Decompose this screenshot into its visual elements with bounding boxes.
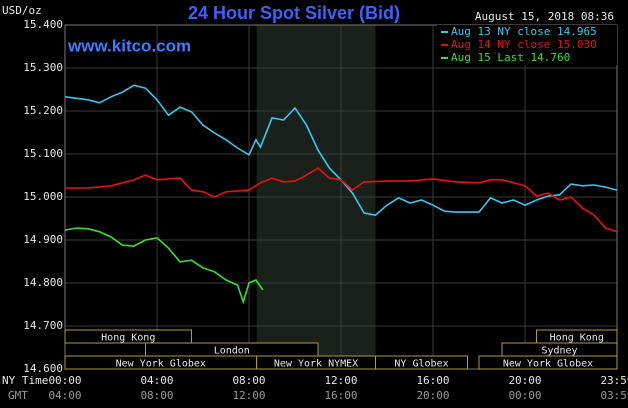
x-tick-label: 16:00 — [416, 374, 449, 387]
x2-tick-label: 12:00 — [232, 389, 265, 402]
legend-box — [437, 25, 617, 65]
session-label: Hong Kong — [550, 333, 604, 344]
watermark: www.kitco.com — [67, 36, 191, 55]
x-tick-label: 20:00 — [508, 374, 541, 387]
y-tick-label: 15.300 — [23, 61, 63, 74]
x2-tick-label: 16:00 — [324, 389, 357, 402]
session-box — [478, 355, 618, 370]
legend-label: Aug 14 NY close 15.030 — [451, 38, 597, 51]
y-tick-label: 14.600 — [23, 362, 63, 375]
x-tick-label: 00:00 — [48, 374, 81, 387]
x-tick-label: 04:00 — [140, 374, 173, 387]
session-label: Hong Kong — [101, 333, 155, 344]
session-label: NY Globex — [394, 359, 448, 370]
x2-tick-label: 00:00 — [508, 389, 541, 402]
session-label: London — [214, 346, 250, 357]
x2-tick-label: 08:00 — [140, 389, 173, 402]
x-tick-label: 12:00 — [324, 374, 357, 387]
y-tick-label: 14.800 — [23, 276, 63, 289]
x-label: NY Time — [2, 374, 48, 387]
x2-tick-label: 04:00 — [48, 389, 81, 402]
x-tick-label: 23:59 — [600, 374, 628, 387]
session-label: New York NYMEX — [274, 359, 358, 370]
y-tick-label: 15.000 — [23, 190, 63, 203]
legend-label: Aug 13 NY close 14.965 — [451, 25, 597, 38]
y-tick-label: 14.900 — [23, 233, 63, 246]
series-line — [64, 227, 264, 305]
x-tick-label: 08:00 — [232, 374, 265, 387]
y-tick-label: 15.100 — [23, 147, 63, 160]
session-box — [64, 329, 192, 344]
chart-title: 24 Hour Spot Silver (Bid) — [188, 3, 400, 23]
y-unit: USD/oz — [2, 4, 42, 17]
session-label: Sydney — [541, 346, 577, 357]
x2-label: GMT — [8, 389, 28, 402]
x2-tick-label: 20:00 — [416, 389, 449, 402]
x2-tick-label: 03:59 — [600, 389, 628, 402]
timestamp: August 15, 2018 08:36 — [475, 10, 614, 23]
session-label: New York Globex — [116, 359, 206, 370]
legend-label: Aug 15 Last 14.760 — [451, 51, 570, 64]
y-tick-label: 15.400 — [23, 18, 63, 31]
session-label: New York Globex — [503, 359, 593, 370]
y-tick-label: 14.700 — [23, 319, 63, 332]
y-tick-label: 15.200 — [23, 104, 63, 117]
series-line — [65, 167, 618, 233]
session-box — [375, 355, 468, 370]
